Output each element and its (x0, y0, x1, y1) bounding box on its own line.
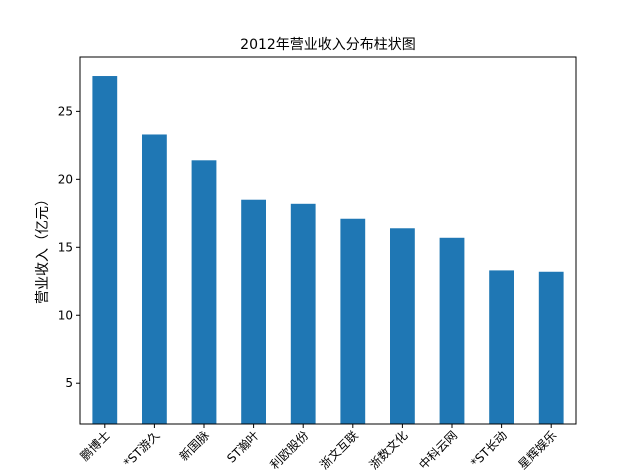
bar (340, 218, 366, 424)
bar (142, 134, 167, 425)
y-tick-label: 20 (58, 172, 73, 186)
y-axis-label: 营业收入（亿元） (35, 192, 51, 304)
y-axis-ticks: 5 10 15 20 25 (58, 104, 80, 390)
bar (390, 228, 415, 424)
bar (489, 270, 514, 424)
y-tick-label: 10 (58, 308, 73, 322)
bars-group (92, 76, 564, 425)
y-tick-label: 25 (58, 104, 73, 118)
bar (191, 160, 217, 425)
bar (439, 237, 465, 424)
bar (92, 76, 118, 424)
y-tick-label: 5 (65, 376, 73, 390)
bar (290, 203, 316, 424)
bar (241, 199, 266, 424)
chart-title: 2012年营业收入分布柱状图 (240, 37, 416, 53)
plot-frame (79, 56, 577, 425)
bar (538, 271, 564, 424)
y-tick-label: 15 (58, 240, 73, 254)
